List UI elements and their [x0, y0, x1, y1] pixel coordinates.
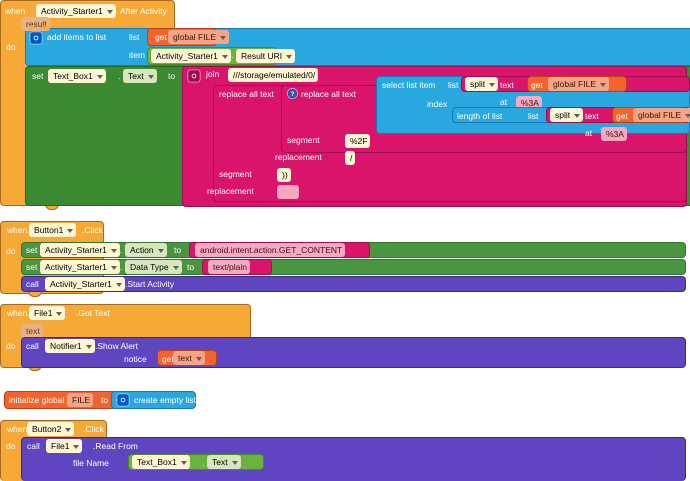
svg-text:?: ?: [291, 91, 295, 98]
